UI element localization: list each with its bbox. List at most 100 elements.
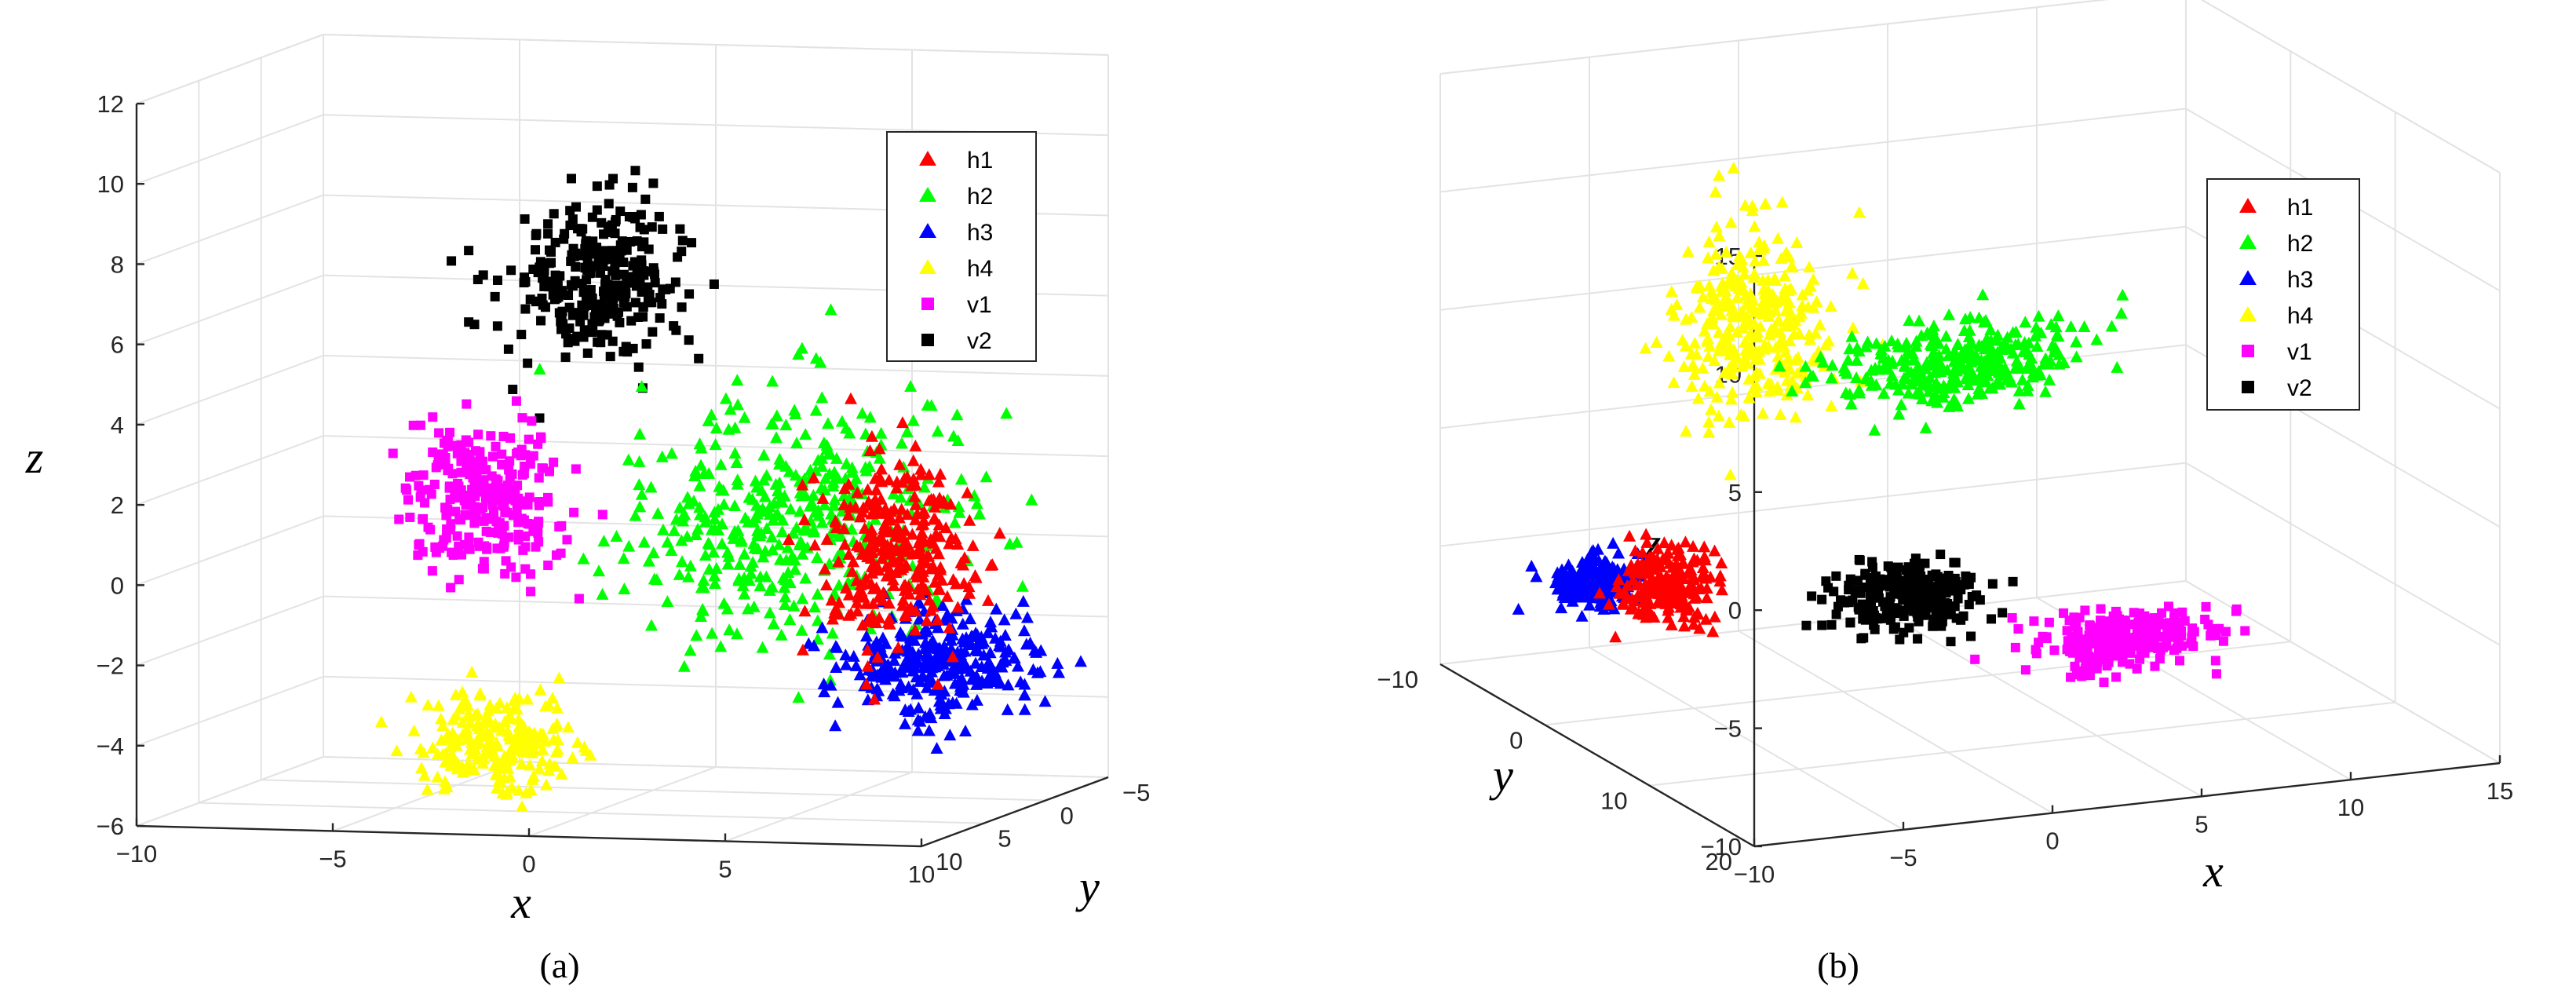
point-h2 bbox=[730, 455, 743, 468]
wall-grid-line bbox=[323, 675, 1109, 698]
x-tick-label: −5 bbox=[319, 846, 346, 873]
point-h1 bbox=[1677, 619, 1691, 632]
point-v1 bbox=[2173, 637, 2183, 647]
point-h4 bbox=[1790, 367, 1804, 379]
point-v2 bbox=[637, 265, 647, 275]
point-h3 bbox=[965, 698, 979, 711]
point-h2 bbox=[931, 425, 944, 437]
chart-panel-b: −10−5051015−1001020151050−5−10xyzh1h2h3h… bbox=[1377, 0, 2513, 985]
point-h2 bbox=[2070, 335, 2083, 348]
point-v1 bbox=[455, 515, 465, 525]
point-h3 bbox=[945, 634, 958, 646]
point-v1 bbox=[525, 458, 535, 469]
point-h4 bbox=[555, 767, 568, 780]
legend-label-h4: h4 bbox=[2287, 303, 2313, 329]
point-h2 bbox=[970, 497, 983, 510]
point-v1 bbox=[485, 528, 495, 538]
point-h2 bbox=[1925, 394, 1939, 407]
z-tick-label: −10 bbox=[1700, 833, 1742, 860]
point-h4 bbox=[1724, 468, 1737, 480]
point-h1 bbox=[883, 546, 896, 559]
y-tick-label: 5 bbox=[998, 825, 1011, 853]
point-v1 bbox=[464, 437, 474, 448]
point-h1 bbox=[984, 558, 998, 571]
point-h4 bbox=[1696, 361, 1709, 374]
point-h2 bbox=[667, 524, 680, 536]
point-h4 bbox=[540, 778, 553, 791]
point-v1 bbox=[2031, 648, 2041, 659]
point-v2 bbox=[633, 362, 644, 372]
point-h2 bbox=[795, 623, 808, 636]
point-v2 bbox=[571, 248, 581, 258]
point-h2 bbox=[665, 447, 678, 459]
point-h2 bbox=[1025, 493, 1038, 506]
point-h2 bbox=[1958, 323, 1971, 336]
point-h1 bbox=[1621, 591, 1634, 604]
point-h1 bbox=[1658, 551, 1672, 564]
point-h2 bbox=[577, 552, 590, 564]
legend-label-h3: h3 bbox=[2287, 267, 2313, 293]
point-v2 bbox=[615, 317, 625, 327]
point-v2 bbox=[560, 352, 571, 362]
point-h2 bbox=[647, 546, 660, 559]
point-h3 bbox=[818, 685, 831, 698]
point-h3 bbox=[960, 593, 973, 605]
point-h2 bbox=[797, 523, 811, 535]
point-v2 bbox=[654, 211, 664, 221]
point-v1 bbox=[2091, 624, 2101, 634]
point-h3 bbox=[1051, 656, 1064, 669]
point-h1 bbox=[863, 444, 877, 457]
point-h1 bbox=[1626, 573, 1640, 586]
point-h2 bbox=[863, 411, 877, 423]
point-v2 bbox=[1869, 583, 1879, 594]
point-h4 bbox=[1686, 358, 1699, 371]
point-h2 bbox=[693, 508, 706, 521]
point-v2 bbox=[536, 316, 546, 326]
point-h1 bbox=[1632, 606, 1645, 619]
point-v2 bbox=[508, 384, 518, 394]
point-h1 bbox=[1629, 544, 1642, 557]
legend-label-v1: v1 bbox=[2287, 339, 2312, 365]
point-v1 bbox=[2148, 623, 2158, 634]
point-v2 bbox=[543, 219, 553, 229]
point-h1 bbox=[797, 513, 811, 525]
point-h1 bbox=[1671, 549, 1684, 561]
point-v1 bbox=[571, 464, 581, 474]
point-h1 bbox=[931, 613, 944, 626]
point-h1 bbox=[1674, 601, 1688, 613]
point-h2 bbox=[656, 523, 670, 535]
point-h2 bbox=[1878, 339, 1892, 352]
point-h2 bbox=[695, 458, 708, 471]
point-h2 bbox=[717, 498, 731, 510]
point-v2 bbox=[670, 277, 680, 287]
point-h4 bbox=[1742, 295, 1756, 308]
point-v1 bbox=[423, 522, 433, 532]
point-h2 bbox=[722, 422, 735, 435]
point-h2 bbox=[1919, 421, 1932, 433]
point-h3 bbox=[990, 602, 1003, 615]
point-h1 bbox=[933, 530, 947, 543]
box-edge bbox=[323, 34, 1109, 56]
point-v1 bbox=[2118, 616, 2128, 626]
point-h2 bbox=[1928, 379, 1942, 392]
point-h2 bbox=[644, 480, 658, 493]
point-h1 bbox=[1677, 610, 1691, 623]
point-h1 bbox=[844, 392, 857, 404]
point-v2 bbox=[618, 346, 629, 356]
point-h4 bbox=[1720, 334, 1734, 347]
point-h2 bbox=[789, 563, 802, 575]
point-v2 bbox=[677, 236, 688, 246]
point-h4 bbox=[1813, 318, 1826, 331]
point-h3 bbox=[1018, 703, 1031, 715]
floor-grid-line bbox=[199, 802, 984, 824]
point-h4 bbox=[1724, 271, 1738, 283]
point-h3 bbox=[934, 688, 947, 700]
point-h2 bbox=[948, 516, 961, 528]
point-h3 bbox=[1001, 703, 1014, 715]
point-v1 bbox=[2175, 656, 2185, 666]
point-h1 bbox=[862, 546, 875, 558]
point-v1 bbox=[2099, 628, 2109, 638]
point-v2 bbox=[626, 236, 636, 247]
point-h2 bbox=[1899, 372, 1913, 385]
point-h2 bbox=[735, 535, 748, 547]
